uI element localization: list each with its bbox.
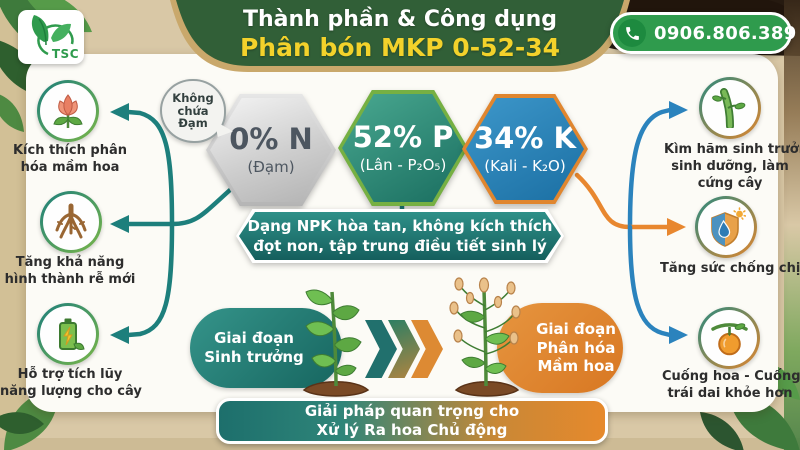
- phone-icon: [618, 19, 646, 47]
- stem-icon: [712, 88, 746, 128]
- potassium-label: (Kali - K₂O): [484, 156, 566, 175]
- stage-flowering-label: Giai đoạn Phân hóa Mầm hoa: [497, 303, 623, 393]
- badge-line: Không: [172, 90, 214, 105]
- benefit-label-flower: Kích thích phân hóa mầm hoa: [12, 143, 128, 175]
- phosphorus-label: (Lân - P₂O₅): [359, 155, 447, 174]
- footer-banner-line: Giải pháp quan trọng cho: [304, 401, 520, 420]
- npk-banner-line: đọt non, tập trung điều tiết sinh lý: [253, 237, 547, 255]
- badge-line: chứa: [177, 103, 209, 118]
- benefit-flower-bud: [37, 80, 99, 142]
- npk-description-banner: Dạng NPK hòa tan, không kích thích đọt n…: [236, 209, 564, 263]
- stage-flowering-line: Mầm hoa: [537, 357, 615, 376]
- footer-banner-line: Xử lý Ra hoa Chủ động: [316, 421, 508, 439]
- benefit-roots: [40, 191, 102, 253]
- no-nitrogen-badge: Không chứa Đạm: [160, 79, 233, 143]
- logo-text: TSC: [51, 47, 79, 61]
- hexagon-nitrogen: 0% N (Đạm): [206, 94, 336, 206]
- benefit-stem: [699, 77, 761, 139]
- shield-icon: [711, 207, 746, 247]
- hexagon-phosphorus: 52% P (Lân - P₂O₅): [338, 90, 468, 206]
- phosphorus-value: 52% P: [352, 119, 454, 154]
- benefit-label-energy: Hỗ trợ tích lũy năng lượng cho cây: [0, 367, 142, 399]
- benefit-label-fruit: Cuống hoa - Cuống trái dai khỏe hơn: [662, 369, 800, 401]
- benefit-energy: [37, 303, 99, 365]
- nitrogen-label: (Đạm): [247, 157, 295, 176]
- flowering-plant-illustration: [449, 277, 521, 397]
- benefit-label-roots: Tăng khả năng hình thành rễ mới: [4, 255, 136, 287]
- phone-number: 0906.806.389: [654, 22, 797, 44]
- stage-growth-line: Giai đoạn: [214, 328, 294, 347]
- nitrogen-value: 0% N: [229, 121, 313, 156]
- stage-flowering-line: Phân hóa: [536, 338, 616, 357]
- product-title: Phân bón MKP 0-52-34: [239, 33, 561, 62]
- growth-plant-illustration: [302, 289, 370, 397]
- battery-icon: [59, 318, 85, 350]
- title-banner: Thành phần & Công dụng Phân bón MKP 0-52…: [150, 0, 650, 80]
- title-banner-shape: [170, 0, 630, 72]
- roots-icon: [55, 203, 87, 239]
- stage-growth-line: Sinh trưởng: [204, 348, 304, 366]
- badge-line: Đạm: [178, 116, 208, 131]
- benefit-fruit: [698, 307, 760, 369]
- fruit-icon: [711, 323, 748, 356]
- benefit-resistance: [695, 196, 757, 258]
- stage-flowering-line: Giai đoạn: [536, 319, 616, 338]
- phone-contact-button[interactable]: 0906.806.389: [610, 12, 796, 54]
- brand-logo[interactable]: TSC: [18, 10, 84, 64]
- footer-solution-banner: Giải pháp quan trọng cho Xử lý Ra hoa Ch…: [216, 398, 608, 444]
- hexagon-potassium: 34% K (Kali - K₂O): [462, 94, 588, 204]
- npk-banner-line: Dạng NPK hòa tan, không kích thích: [247, 216, 553, 235]
- potassium-value: 34% K: [474, 120, 576, 155]
- benefit-label-resistance: Tăng sức chống chịu: [660, 261, 800, 276]
- page-title: Thành phần & Công dụng: [242, 7, 558, 32]
- tsc-leaves-icon: [31, 15, 74, 56]
- flower-bud-icon: [53, 94, 83, 128]
